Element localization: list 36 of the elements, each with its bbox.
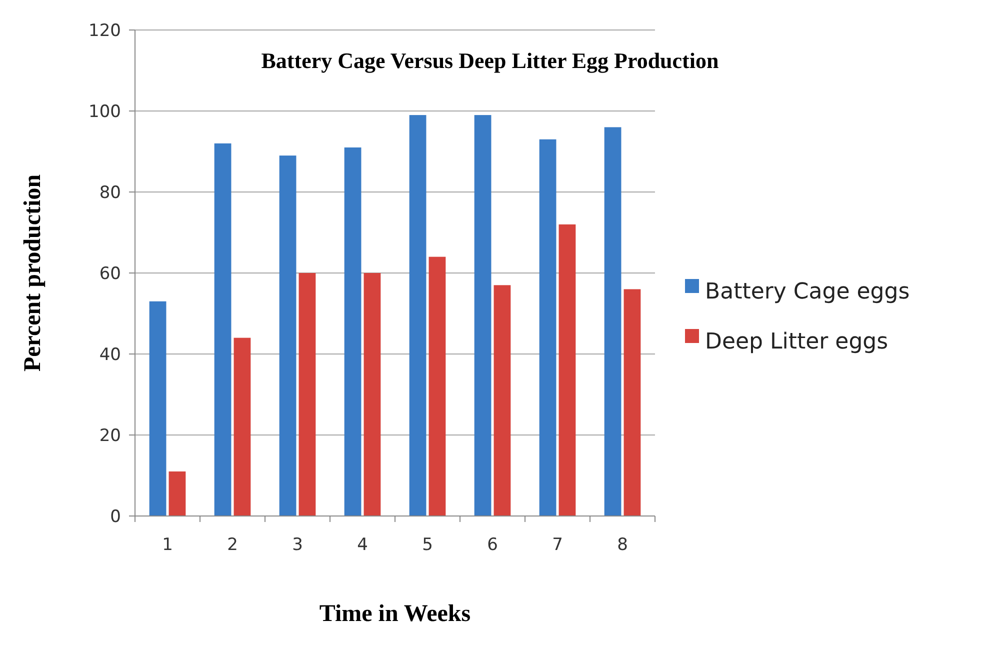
bar <box>149 301 166 516</box>
legend-label: Battery Cage eggs <box>705 280 910 305</box>
x-axis-title: Time in Weeks <box>319 601 471 627</box>
bar <box>604 127 622 516</box>
bar <box>279 156 296 516</box>
x-tick-label: 1 <box>162 535 173 555</box>
x-tick-label: 6 <box>487 535 498 555</box>
bar <box>409 115 426 516</box>
y-tick-label: 60 <box>99 264 121 284</box>
y-axis-title: Percent production <box>20 174 46 372</box>
bar <box>428 256 446 516</box>
y-tick-label: 100 <box>88 102 121 122</box>
legend-label: Deep Litter eggs <box>705 330 888 355</box>
x-tick-label: 3 <box>292 535 303 555</box>
x-tick-label: 8 <box>617 535 628 555</box>
y-tick-label: 40 <box>99 344 121 365</box>
bar <box>624 289 641 516</box>
y-tick-label: 0 <box>110 506 121 527</box>
bar <box>539 139 556 516</box>
bar <box>344 147 362 516</box>
x-tick-label: 5 <box>422 535 433 555</box>
x-tick-label: 4 <box>357 535 368 555</box>
y-tick-label: 120 <box>88 20 121 41</box>
x-tick-label: 2 <box>227 535 238 555</box>
bar <box>494 285 511 516</box>
text: Battery Cage Versus Deep Litter Egg Production <box>261 48 719 73</box>
bar <box>364 273 381 516</box>
y-tick-label: 20 <box>99 426 121 446</box>
bar <box>298 273 316 516</box>
y-tick-label: 80 <box>99 182 121 203</box>
bar <box>214 143 232 516</box>
bar <box>558 224 576 516</box>
bar <box>168 471 186 516</box>
x-tick-label: 7 <box>552 535 563 555</box>
bar <box>234 338 251 516</box>
bar <box>474 115 492 516</box>
